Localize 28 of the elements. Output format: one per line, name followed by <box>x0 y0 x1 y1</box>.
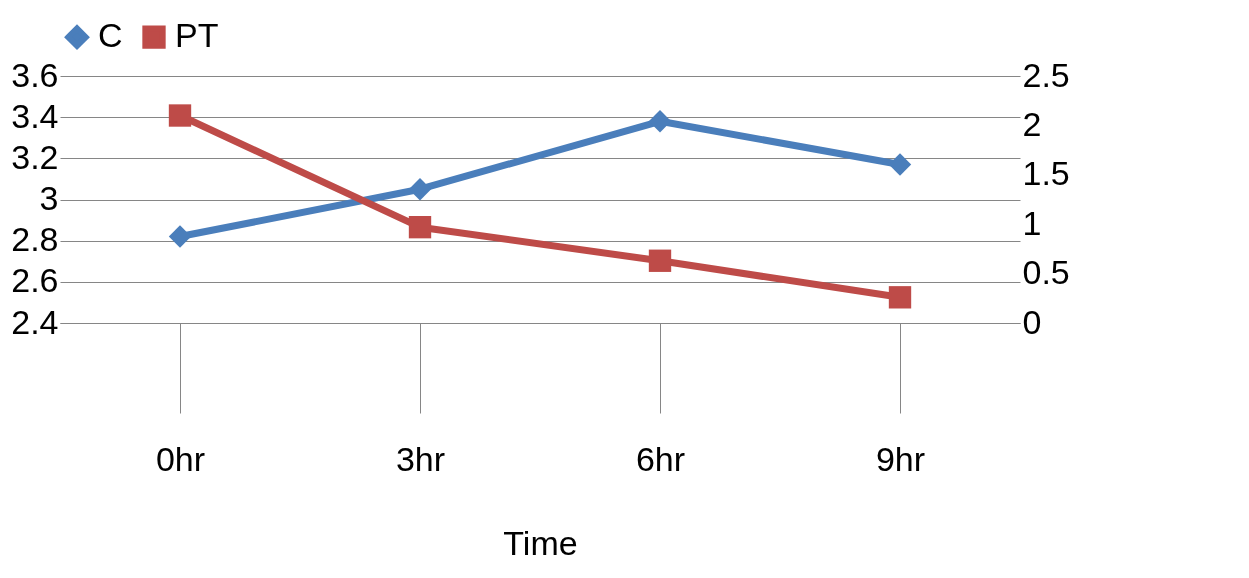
y2-tick-label: 2 <box>1022 104 1042 143</box>
x-tick-label: 9hr <box>875 439 926 478</box>
y2-tick-label: 0.5 <box>1022 253 1070 292</box>
y-tick-label: 2.8 <box>11 220 59 259</box>
point <box>888 153 912 176</box>
y-tick-label: 3.4 <box>11 96 59 135</box>
legend-label: PT <box>175 16 219 55</box>
x-tick-label: 0hr <box>155 439 206 478</box>
y-tick-label: 2.4 <box>11 302 59 341</box>
point <box>648 110 672 133</box>
y-tick-label: 3 <box>39 179 59 217</box>
point <box>888 286 912 309</box>
point <box>408 215 432 239</box>
point <box>648 249 672 272</box>
legend-label: C <box>98 16 123 55</box>
y-tick-label: 3.6 <box>11 55 59 94</box>
y-tick-label: 2.6 <box>11 261 59 300</box>
point <box>168 225 192 248</box>
y2-tick-label: 1 <box>1022 203 1042 242</box>
point <box>168 104 192 127</box>
x-axis-title: Time <box>503 523 578 562</box>
x-tick-label: 3hr <box>395 439 446 478</box>
y2-tick-label: 1.5 <box>1022 154 1070 193</box>
y2-tick-label: 0 <box>1022 302 1042 341</box>
point <box>408 178 432 201</box>
y-tick-label: 3.2 <box>11 137 59 176</box>
y2-tick-label: 2.5 <box>1022 55 1070 94</box>
x-tick-label: 6hr <box>635 439 686 478</box>
